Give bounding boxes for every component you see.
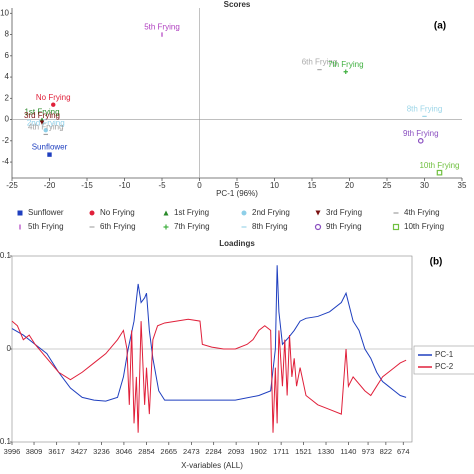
x-tick-label: 25 xyxy=(383,181,392,190)
x-tick-label: 973 xyxy=(362,447,375,456)
y-tick-label: 8 xyxy=(5,30,10,39)
legend-marker xyxy=(163,210,169,216)
x-tick-label: 3617 xyxy=(48,447,65,456)
x-tick-label: 3996 xyxy=(4,447,21,456)
legend-label: PC-1 xyxy=(435,350,454,359)
point-label: 4th Frying xyxy=(28,123,64,132)
x-tick-label: -10 xyxy=(119,181,131,190)
x-tick-label: 5 xyxy=(235,181,240,190)
point-label: 3rd Frying xyxy=(24,111,60,120)
panel-label: (b) xyxy=(430,257,443,268)
legend-marker xyxy=(163,224,169,230)
point-label: 7th Frying xyxy=(328,60,364,69)
x-tick-label: 1711 xyxy=(273,447,289,456)
legend-label: 8th Frying xyxy=(252,222,288,231)
y-tick-label: 0.1 xyxy=(0,251,12,260)
x-tick-label: 3427 xyxy=(71,447,88,456)
x-tick-label: 2854 xyxy=(138,447,155,456)
legend-label: 6th Frying xyxy=(100,222,136,231)
y-tick-label: 10 xyxy=(0,8,9,17)
x-tick-label: 3809 xyxy=(26,447,43,456)
legend-box xyxy=(413,345,474,375)
point-label: 10th Frying xyxy=(419,161,459,170)
x-tick-label: 10 xyxy=(270,181,279,190)
x-tick-label: 3046 xyxy=(116,447,133,456)
legend-label: 3rd Frying xyxy=(326,208,362,217)
x-tick-label: 1902 xyxy=(250,447,267,456)
y-tick-label: -4 xyxy=(2,157,10,166)
panel-label: (a) xyxy=(434,21,446,32)
x-tick-label: 2665 xyxy=(160,447,177,456)
x-tick-label: 15 xyxy=(308,181,317,190)
x-tick-label: 2093 xyxy=(228,447,245,456)
x-tick-label: 0 xyxy=(197,181,202,190)
chart-title: Loadings xyxy=(219,239,255,248)
legend-marker xyxy=(89,210,95,216)
legend-marker xyxy=(241,210,247,216)
point xyxy=(343,69,348,74)
x-tick-label: 1521 xyxy=(295,447,312,456)
legend-label: Sunflower xyxy=(28,208,64,217)
y-tick-label: -2 xyxy=(2,136,10,145)
legend-label: PC-2 xyxy=(435,362,454,371)
legend-marker xyxy=(315,210,321,216)
point xyxy=(39,120,45,125)
x-tick-label: 1330 xyxy=(318,447,335,456)
y-tick-label: 0 xyxy=(7,344,12,353)
legend-label: 9th Frying xyxy=(326,222,362,231)
legend-label: 4th Frying xyxy=(404,208,440,217)
x-tick-label: 674 xyxy=(397,447,410,456)
point-label: 5th Frying xyxy=(144,23,180,32)
legend-marker xyxy=(17,210,23,216)
point-label: No Frying xyxy=(36,93,71,102)
point-label: 1st Frying xyxy=(24,108,59,117)
y-tick-label: 0 xyxy=(5,115,10,124)
point xyxy=(51,102,56,107)
x-tick-label: -15 xyxy=(81,181,93,190)
x-tick-label: 20 xyxy=(345,181,354,190)
point xyxy=(43,127,48,133)
legend-marker xyxy=(314,223,322,231)
legend-label: No Frying xyxy=(100,208,135,217)
x-tick-label: -25 xyxy=(6,181,18,190)
x-tick-label: 1140 xyxy=(340,447,356,456)
line-series xyxy=(11,265,407,402)
x-axis-label: X-variables (ALL) xyxy=(181,461,243,470)
point xyxy=(47,152,52,157)
x-tick-label: -5 xyxy=(158,181,166,190)
legend-label: 10th Frying xyxy=(404,222,444,231)
point-label: 2nd Frying xyxy=(27,118,65,127)
x-tick-label: 2284 xyxy=(205,447,222,456)
line-series xyxy=(11,318,407,433)
legend-label: 2nd Frying xyxy=(252,208,290,217)
point-label: Sunflower xyxy=(32,143,68,152)
x-tick-label: 30 xyxy=(420,181,429,190)
legend-label: 7th Frying xyxy=(174,222,210,231)
chart-title: Scores xyxy=(224,0,251,9)
legend-marker xyxy=(392,223,400,231)
point-label: 6th Frying xyxy=(302,58,338,67)
y-tick-label: 0.1 xyxy=(0,437,12,446)
x-axis-label: PC-1 (96%) xyxy=(216,189,258,198)
legend-label: 1st Frying xyxy=(174,208,209,217)
point-label: 9th Frying xyxy=(403,129,439,138)
point xyxy=(417,138,424,144)
y-tick-label: 2 xyxy=(5,93,10,102)
y-tick-label: 4 xyxy=(5,72,10,81)
x-tick-label: 3236 xyxy=(93,447,110,456)
y-tick-label: 6 xyxy=(5,51,10,60)
x-tick-label: -20 xyxy=(44,181,56,190)
point xyxy=(436,169,443,176)
x-tick-label: 822 xyxy=(380,447,393,456)
point-label: 8th Frying xyxy=(407,104,443,113)
legend-label: 5th Frying xyxy=(28,222,64,231)
x-tick-label: 35 xyxy=(458,181,467,190)
x-tick-label: 2473 xyxy=(183,447,200,456)
